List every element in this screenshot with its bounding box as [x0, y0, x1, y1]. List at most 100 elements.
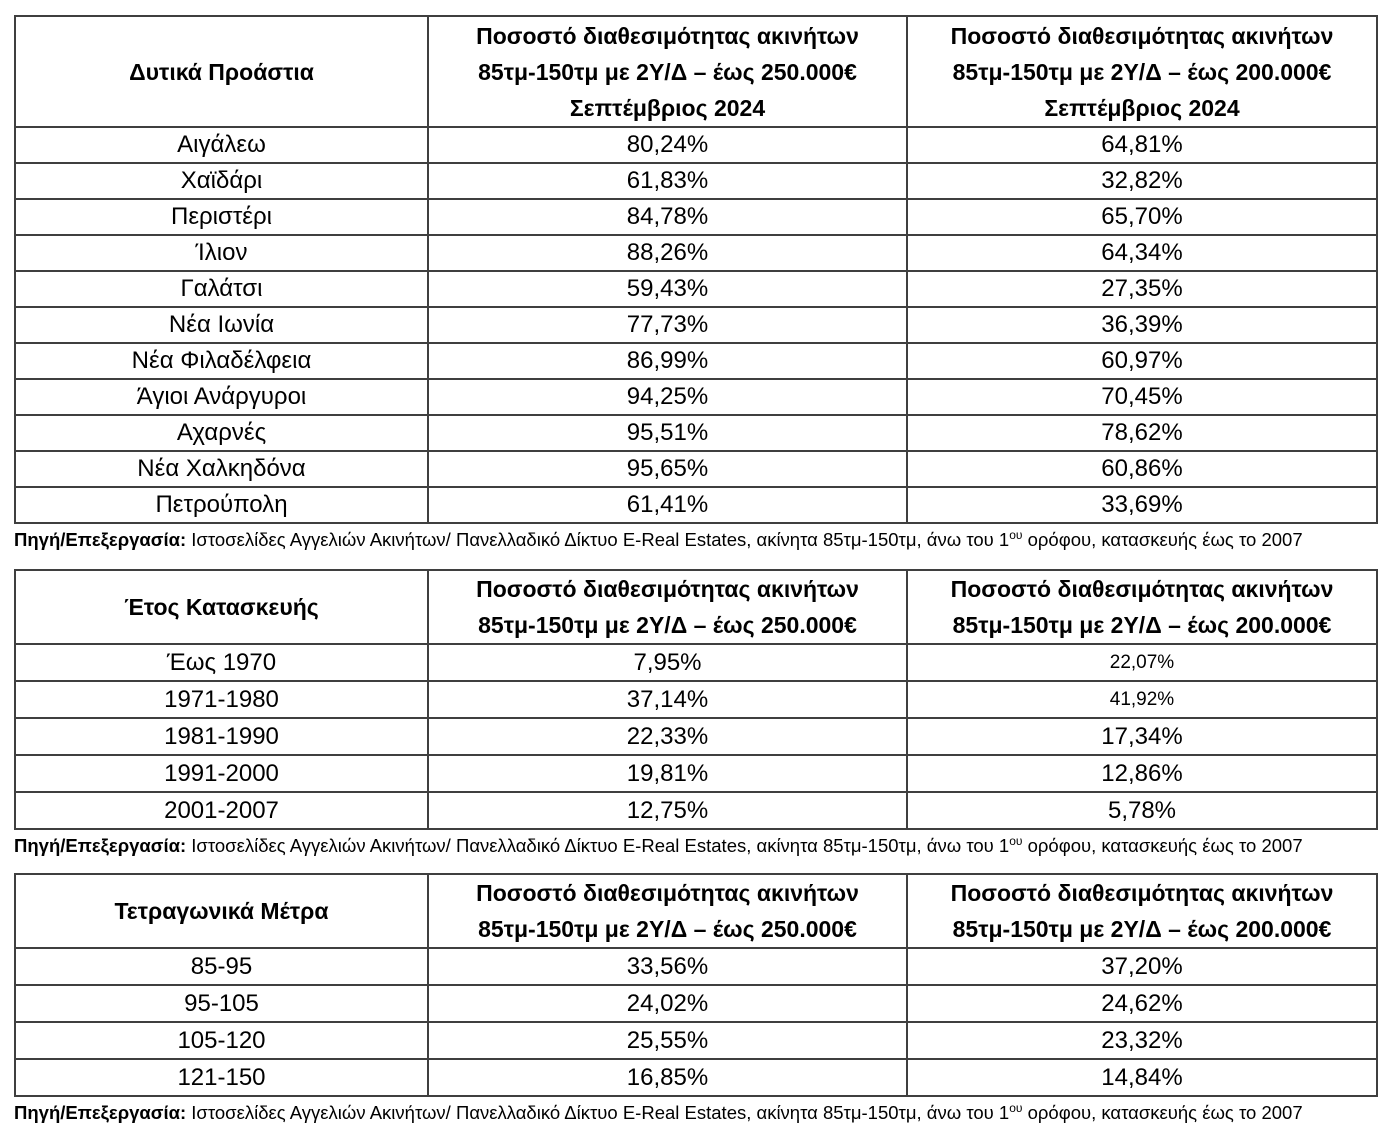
- value-250k-cell: 25,55%: [427, 1021, 908, 1060]
- column-header-200k: Ποσοστό διαθεσιμότητας ακινήτων 85τμ-150…: [906, 15, 1378, 128]
- table-row: Αχαρνές 95,51% 78,62%: [14, 414, 1378, 452]
- header-line: Σεπτέμβριος 2024: [1044, 94, 1240, 121]
- source-note-superscript: ου: [1009, 833, 1023, 848]
- value-200k-cell: 64,81%: [906, 126, 1378, 164]
- table-row: 105-120 25,55% 23,32%: [14, 1021, 1378, 1060]
- sqm-range-cell: 95-105: [14, 984, 429, 1023]
- source-note-label: Πηγή/Επεξεργασία:: [14, 1102, 187, 1123]
- region-cell: Χαϊδάρι: [14, 162, 429, 200]
- source-note-text: ορόφου, κατασκευής έως το 2007: [1022, 529, 1303, 550]
- header-line: Ποσοστό διαθεσιμότητας ακινήτων: [950, 880, 1334, 906]
- header-line: Ποσοστό διαθεσιμότητας ακινήτων: [476, 880, 859, 906]
- source-note-superscript: ου: [1009, 1100, 1023, 1115]
- region-cell: Πετρούπολη: [14, 486, 429, 524]
- value-200k-cell: 70,45%: [906, 378, 1378, 416]
- header-line: Ποσοστό διαθεσιμότητας ακινήτων: [950, 22, 1334, 49]
- table-title-text: Τετραγωνικά Μέτρα: [114, 898, 329, 924]
- value-250k-cell: 94,25%: [427, 378, 908, 416]
- table-row: Αιγάλεω 80,24% 64,81%: [14, 126, 1378, 164]
- column-header-250k: Ποσοστό διαθεσιμότητας ακινήτων 85τμ-150…: [427, 15, 908, 128]
- year-range-cell: 1981-1990: [14, 717, 429, 756]
- value-250k-cell: 80,24%: [427, 126, 908, 164]
- table-row: Περιστέρι 84,78% 65,70%: [14, 198, 1378, 236]
- value-200k-cell: 78,62%: [906, 414, 1378, 452]
- value-200k-cell: 17,34%: [906, 717, 1378, 756]
- region-cell: Νέα Χαλκηδόνα: [14, 450, 429, 488]
- value-200k-cell: 24,62%: [906, 984, 1378, 1023]
- value-250k-cell: 61,83%: [427, 162, 908, 200]
- table-row: Γαλάτσι 59,43% 27,35%: [14, 270, 1378, 308]
- value-200k-cell: 64,34%: [906, 234, 1378, 272]
- value-250k-cell: 22,33%: [427, 717, 908, 756]
- header-row: Τετραγωνικά Μέτρα Ποσοστό διαθεσιμότητας…: [14, 873, 1378, 949]
- value-250k-cell: 16,85%: [427, 1058, 908, 1097]
- value-250k-cell: 12,75%: [427, 791, 908, 830]
- table-title: Έτος Κατασκευής: [14, 569, 429, 645]
- western-suburbs-table: Δυτικά Προάστια Ποσοστό διαθεσιμότητας α…: [14, 15, 1378, 524]
- header-row: Έτος Κατασκευής Ποσοστό διαθεσιμότητας α…: [14, 569, 1378, 645]
- table-row: 85-95 33,56% 37,20%: [14, 947, 1378, 986]
- column-header-250k: Ποσοστό διαθεσιμότητας ακινήτων 85τμ-150…: [427, 569, 908, 645]
- header-line: Ποσοστό διαθεσιμότητας ακινήτων: [476, 22, 859, 49]
- table-row: Έως 1970 7,95% 22,07%: [14, 643, 1378, 682]
- table-row: 1971-1980 37,14% 41,92%: [14, 680, 1378, 719]
- header-line: 85τμ-150τμ με 2Υ/Δ – έως 250.000€: [478, 58, 857, 85]
- column-header-200k: Ποσοστό διαθεσιμότητας ακινήτων 85τμ-150…: [906, 873, 1378, 949]
- source-note-text: Ιστοσελίδες Αγγελιών Ακινήτων/ Πανελλαδι…: [186, 835, 1010, 856]
- value-200k-cell: 60,97%: [906, 342, 1378, 380]
- column-header-200k: Ποσοστό διαθεσιμότητας ακινήτων 85τμ-150…: [906, 569, 1378, 645]
- value-200k-cell: 37,20%: [906, 947, 1378, 986]
- value-250k-cell: 7,95%: [427, 643, 908, 682]
- region-cell: Νέα Φιλαδέλφεια: [14, 342, 429, 380]
- table-row: 1991-2000 19,81% 12,86%: [14, 754, 1378, 793]
- region-cell: Περιστέρι: [14, 198, 429, 236]
- table-row: 95-105 24,02% 24,62%: [14, 984, 1378, 1023]
- table-row: Ίλιον 88,26% 64,34%: [14, 234, 1378, 272]
- table-title-text: Έτος Κατασκευής: [124, 594, 319, 620]
- source-note: Πηγή/Επεξεργασία: Ιστοσελίδες Αγγελιών Α…: [14, 835, 1376, 857]
- year-range-cell: 2001-2007: [14, 791, 429, 830]
- header-line: Ποσοστό διαθεσιμότητας ακινήτων: [950, 576, 1334, 602]
- region-cell: Ίλιον: [14, 234, 429, 272]
- region-cell: Γαλάτσι: [14, 270, 429, 308]
- value-250k-cell: 33,56%: [427, 947, 908, 986]
- source-note: Πηγή/Επεξεργασία: Ιστοσελίδες Αγγελιών Α…: [14, 529, 1376, 551]
- column-header-250k: Ποσοστό διαθεσιμότητας ακινήτων 85τμ-150…: [427, 873, 908, 949]
- table-row: Χαϊδάρι 61,83% 32,82%: [14, 162, 1378, 200]
- region-cell: Νέα Ιωνία: [14, 306, 429, 344]
- value-250k-cell: 24,02%: [427, 984, 908, 1023]
- value-200k-cell: 41,92%: [906, 680, 1378, 719]
- table-title: Τετραγωνικά Μέτρα: [14, 873, 429, 949]
- header-line: Σεπτέμβριος 2024: [569, 94, 766, 121]
- value-250k-cell: 59,43%: [427, 270, 908, 308]
- table-row: Πετρούπολη 61,41% 33,69%: [14, 486, 1378, 524]
- sqm-range-cell: 85-95: [14, 947, 429, 986]
- table-row: 1981-1990 22,33% 17,34%: [14, 717, 1378, 756]
- table-row: Νέα Ιωνία 77,73% 36,39%: [14, 306, 1378, 344]
- year-range-cell: 1971-1980: [14, 680, 429, 719]
- value-200k-cell: 14,84%: [906, 1058, 1378, 1097]
- table-row: 2001-2007 12,75% 5,78%: [14, 791, 1378, 830]
- header-line: Ποσοστό διαθεσιμότητας ακινήτων: [476, 576, 859, 602]
- header-line: 85τμ-150τμ με 2Υ/Δ – έως 250.000€: [478, 612, 857, 638]
- table-title: Δυτικά Προάστια: [14, 15, 429, 128]
- source-note-superscript: ου: [1009, 527, 1023, 542]
- source-note-text: ορόφου, κατασκευής έως το 2007: [1022, 835, 1303, 856]
- spacer: [14, 857, 1376, 873]
- value-250k-cell: 95,65%: [427, 450, 908, 488]
- value-250k-cell: 37,14%: [427, 680, 908, 719]
- value-200k-cell: 23,32%: [906, 1021, 1378, 1060]
- sqm-range-cell: 105-120: [14, 1021, 429, 1060]
- year-range-cell: 1991-2000: [14, 754, 429, 793]
- construction-year-table: Έτος Κατασκευής Ποσοστό διαθεσιμότητας α…: [14, 569, 1378, 830]
- header-line: 85τμ-150τμ με 2Υ/Δ – έως 250.000€: [478, 916, 857, 942]
- sqm-range-cell: 121-150: [14, 1058, 429, 1097]
- header-line: 85τμ-150τμ με 2Υ/Δ – έως 200.000€: [952, 916, 1332, 942]
- source-note-label: Πηγή/Επεξεργασία:: [14, 835, 187, 856]
- region-cell: Αχαρνές: [14, 414, 429, 452]
- table-row: Νέα Χαλκηδόνα 95,65% 60,86%: [14, 450, 1378, 488]
- source-note-label: Πηγή/Επεξεργασία:: [14, 529, 187, 550]
- value-200k-cell: 33,69%: [906, 486, 1378, 524]
- value-200k-cell: 32,82%: [906, 162, 1378, 200]
- table-row: Άγιοι Ανάργυροι 94,25% 70,45%: [14, 378, 1378, 416]
